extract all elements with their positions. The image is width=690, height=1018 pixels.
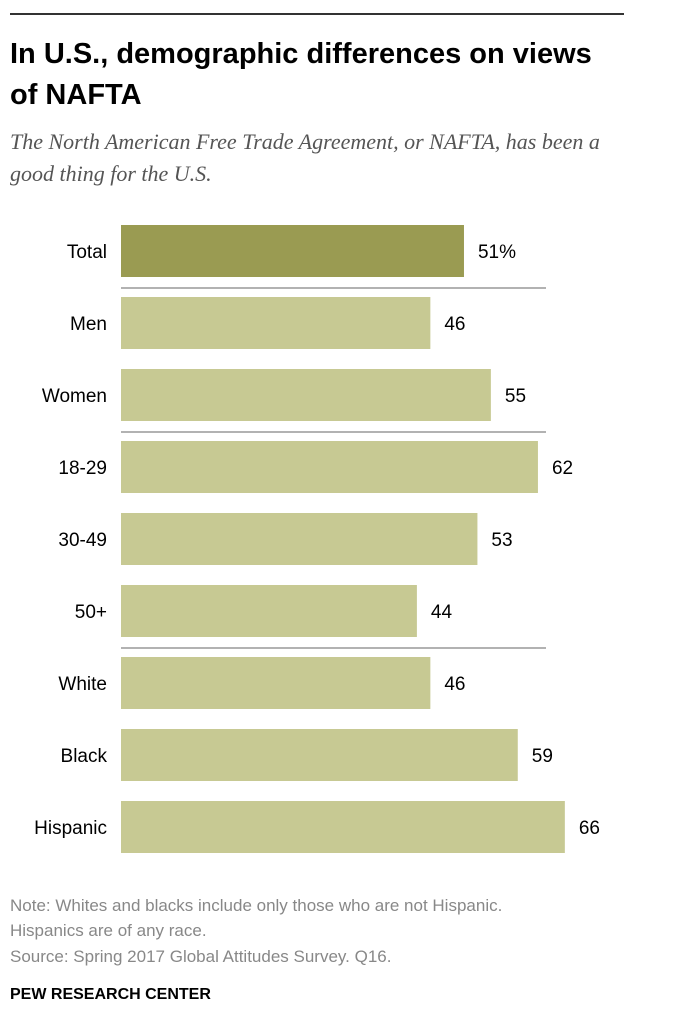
value-label-black: 59 [532, 746, 553, 767]
value-label-hispanic: 66 [579, 818, 600, 839]
category-label-total: Total [67, 242, 107, 263]
note-line-1: Note: Whites and blacks include only tho… [10, 896, 503, 915]
value-label-50-: 44 [431, 602, 453, 623]
bar-total [121, 225, 464, 277]
category-label-men: Men [70, 314, 107, 335]
value-label-18-29: 62 [552, 458, 573, 479]
value-label-women: 55 [505, 386, 526, 407]
category-label-30-49: 30-49 [58, 530, 107, 551]
top-rule [10, 13, 624, 15]
bar-chart: Total 51% Men 46 Women 55 18-29 62 30-49 53 50+ 44 W… [34, 225, 600, 853]
chart-subtitle: The North American Free Trade Agreement,… [10, 129, 600, 186]
bar-50- [121, 585, 417, 637]
bar-men [121, 297, 431, 349]
value-label-white: 46 [444, 674, 465, 695]
value-label-30-49: 53 [491, 530, 512, 551]
chart-title: In U.S., demographic differences on view… [10, 38, 592, 111]
bar-black [121, 729, 518, 781]
pew-research-center-logo: PEW RESEARCH CENTER [10, 986, 211, 1003]
bar-18-29 [121, 441, 538, 493]
bar-hispanic [121, 801, 565, 853]
category-label-50-: 50+ [75, 602, 107, 623]
category-label-18-29: 18-29 [58, 458, 107, 479]
category-label-black: Black [61, 746, 108, 767]
note-line-2: Hispanics are of any race. [10, 921, 207, 940]
source-note: Source: Spring 2017 Global Attitudes Sur… [10, 947, 392, 966]
value-label-men: 46 [444, 314, 465, 335]
bar-women [121, 369, 491, 421]
category-label-hispanic: Hispanic [34, 818, 107, 839]
bar-white [121, 657, 431, 709]
category-label-white: White [58, 674, 107, 695]
value-label-total: 51% [478, 242, 516, 263]
category-label-women: Women [42, 386, 107, 407]
bar-30-49 [121, 513, 478, 565]
